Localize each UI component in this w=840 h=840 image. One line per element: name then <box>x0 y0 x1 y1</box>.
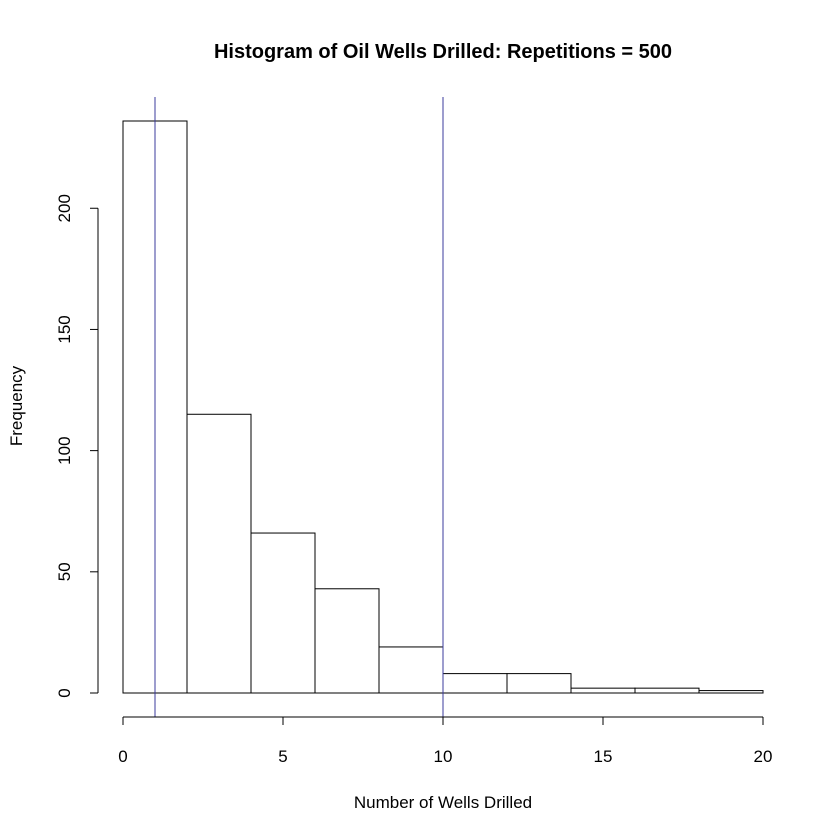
histogram-bar-3 <box>314 588 380 694</box>
histogram-bar-5 <box>442 673 508 694</box>
reference-lines-group <box>154 97 444 717</box>
histogram-bar-1 <box>186 413 252 694</box>
y-axis: 0 50 100 150 200 <box>55 194 99 698</box>
histogram-bar-6 <box>506 673 572 694</box>
x-tick-label-4: 20 <box>754 747 773 766</box>
x-tick-label-1: 5 <box>278 747 287 766</box>
y-tick-label-3: 150 <box>55 315 74 343</box>
histogram-bar-7 <box>570 687 636 694</box>
histogram-bar-2 <box>250 532 316 694</box>
y-axis-label: Frequency <box>7 365 26 446</box>
histogram-bar-9 <box>698 690 764 694</box>
histogram-bar-8 <box>634 687 700 694</box>
y-tick-label-0: 0 <box>55 688 74 697</box>
x-tick-label-2: 10 <box>434 747 453 766</box>
chart-title: Histogram of Oil Wells Drilled: Repetiti… <box>214 41 672 63</box>
y-tick-label-2: 100 <box>55 436 74 464</box>
y-tick-label-1: 50 <box>55 562 74 581</box>
y-tick-label-4: 200 <box>55 194 74 222</box>
x-axis-label: Number of Wells Drilled <box>354 793 532 812</box>
histogram-bar-4 <box>378 646 444 694</box>
x-tick-label-0: 0 <box>118 747 127 766</box>
x-axis: 0 5 10 15 20 <box>118 716 773 766</box>
x-tick-label-3: 15 <box>594 747 613 766</box>
